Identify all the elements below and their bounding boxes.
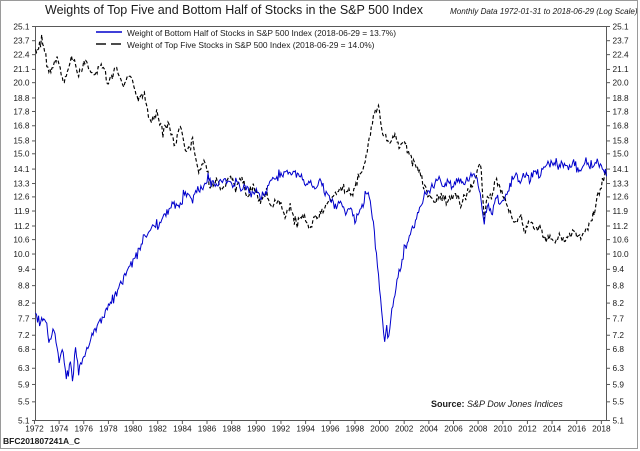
svg-text:1976: 1976 [75,423,94,433]
svg-text:21.1: 21.1 [613,64,630,74]
svg-text:8.8: 8.8 [18,280,30,290]
svg-text:1998: 1998 [346,423,365,433]
svg-text:15.0: 15.0 [613,149,630,159]
svg-text:18.8: 18.8 [13,93,30,103]
svg-text:1974: 1974 [50,423,69,433]
svg-text:7.2: 7.2 [613,330,625,340]
svg-text:2002: 2002 [395,423,414,433]
svg-text:23.7: 23.7 [613,35,630,45]
svg-text:2006: 2006 [444,423,463,433]
svg-text:5.5: 5.5 [18,397,30,407]
svg-text:2000: 2000 [370,423,389,433]
svg-text:12.6: 12.6 [13,192,30,202]
svg-text:12.6: 12.6 [613,192,630,202]
svg-text:14.1: 14.1 [13,164,30,174]
svg-text:1990: 1990 [247,423,266,433]
svg-text:22.4: 22.4 [13,49,30,59]
svg-text:8.2: 8.2 [18,298,30,308]
svg-text:1986: 1986 [198,423,217,433]
svg-text:5.9: 5.9 [18,379,30,389]
svg-text:20.0: 20.0 [613,77,630,87]
svg-text:14.1: 14.1 [613,164,630,174]
svg-text:1988: 1988 [222,423,241,433]
svg-text:25.1: 25.1 [13,21,30,31]
svg-text:2004: 2004 [420,423,439,433]
svg-text:1978: 1978 [99,423,118,433]
svg-text:1984: 1984 [173,423,192,433]
svg-text:5.9: 5.9 [613,379,625,389]
svg-text:2018: 2018 [592,423,611,433]
svg-text:1996: 1996 [321,423,340,433]
svg-text:15.8: 15.8 [13,136,30,146]
svg-text:2016: 2016 [567,423,586,433]
svg-text:2012: 2012 [518,423,537,433]
svg-text:17.8: 17.8 [13,106,30,116]
svg-text:2014: 2014 [543,423,562,433]
svg-text:2008: 2008 [469,423,488,433]
svg-text:11.9: 11.9 [613,206,629,216]
svg-text:18.8: 18.8 [613,93,630,103]
svg-text:6.8: 6.8 [18,344,30,354]
svg-text:11.2: 11.2 [14,221,30,231]
svg-text:15.8: 15.8 [613,136,630,146]
svg-text:17.8: 17.8 [613,106,630,116]
svg-text:7.2: 7.2 [18,330,30,340]
svg-text:15.0: 15.0 [13,149,30,159]
svg-text:7.7: 7.7 [18,313,30,323]
svg-text:6.3: 6.3 [613,363,625,373]
svg-text:6.3: 6.3 [18,363,30,373]
svg-text:7.7: 7.7 [613,313,625,323]
svg-text:6.8: 6.8 [613,344,625,354]
svg-text:25.1: 25.1 [613,21,630,31]
svg-text:16.8: 16.8 [13,121,30,131]
svg-text:2010: 2010 [494,423,513,433]
svg-text:8.2: 8.2 [613,298,625,308]
svg-text:23.7: 23.7 [13,35,30,45]
svg-text:10.0: 10.0 [613,249,630,259]
svg-text:1972: 1972 [25,423,44,433]
svg-text:22.4: 22.4 [613,49,630,59]
svg-text:10.6: 10.6 [613,234,630,244]
svg-text:11.9: 11.9 [14,206,30,216]
svg-text:1982: 1982 [148,423,167,433]
svg-text:5.1: 5.1 [613,415,625,425]
svg-text:20.0: 20.0 [13,77,30,87]
svg-text:1980: 1980 [124,423,143,433]
svg-text:5.5: 5.5 [613,397,625,407]
svg-text:1992: 1992 [272,423,291,433]
svg-text:10.6: 10.6 [13,234,30,244]
svg-text:21.1: 21.1 [13,64,30,74]
svg-text:9.4: 9.4 [18,264,30,274]
svg-text:8.8: 8.8 [613,280,625,290]
svg-text:16.8: 16.8 [613,121,630,131]
svg-text:11.2: 11.2 [613,221,629,231]
svg-text:9.4: 9.4 [613,264,625,274]
svg-text:13.3: 13.3 [613,178,630,188]
svg-text:10.0: 10.0 [13,249,30,259]
svg-text:1994: 1994 [296,423,315,433]
svg-text:13.3: 13.3 [13,178,30,188]
